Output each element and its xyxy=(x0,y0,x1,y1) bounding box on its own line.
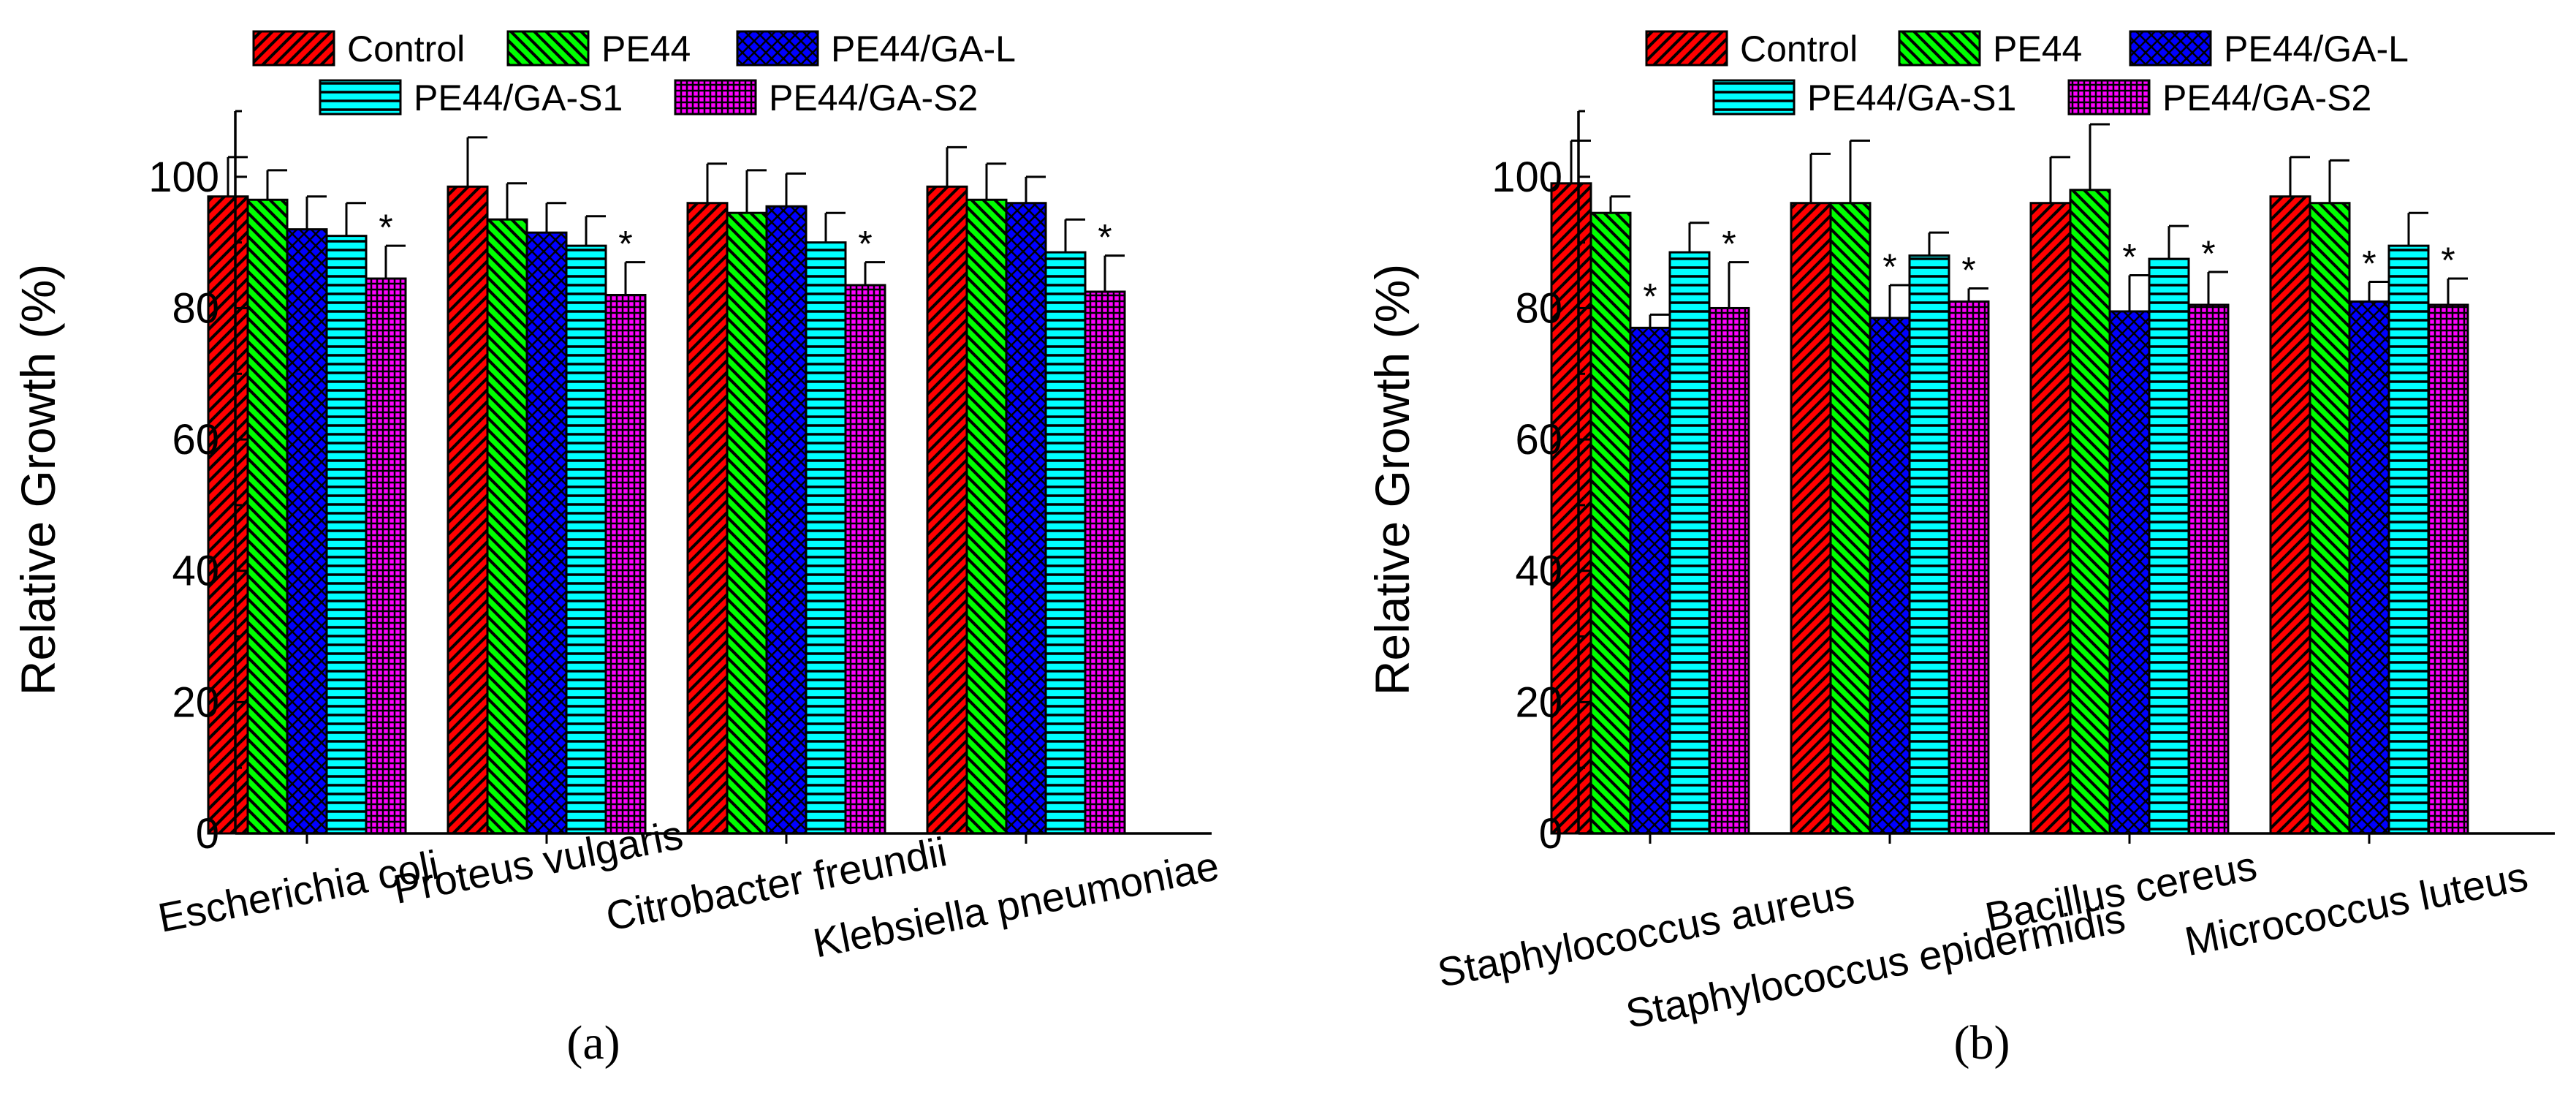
bar-staphylococcus-aureus-pe44-ga-l xyxy=(1629,326,1671,835)
bar-bacillus-cereus-control xyxy=(2029,202,2072,835)
bar-staphylococcus-aureus-control xyxy=(1550,182,1592,835)
legend-swatch-pe44-ga-s1 xyxy=(319,79,402,116)
bar-micrococcus-luteus-pe44 xyxy=(2309,202,2351,835)
legend: Control PE44 PE44/GA-L PE44/GA-S1 PE44/GA-S2 xyxy=(252,29,1016,118)
legend-swatch-pe44 xyxy=(1898,30,1981,67)
bar-klebsiella-pneumoniae-control xyxy=(926,185,968,835)
bar-escherichia-coli-control xyxy=(207,195,249,835)
bar-proteus-vulgaris-control xyxy=(447,185,489,835)
bar-staphylococcus-aureus-pe44-ga-s1 xyxy=(1668,251,1711,835)
panel-label: (a) xyxy=(566,1016,620,1070)
bar-bacillus-cereus-pe44-ga-s1 xyxy=(2148,257,2190,835)
bar-staphylococcus-aureus-pe44-ga-s2 xyxy=(1708,306,1750,835)
bar-proteus-vulgaris-pe44 xyxy=(486,218,528,835)
legend-label-pe44-ga-s2: PE44/GA-S2 xyxy=(769,77,978,118)
significance-marker: * xyxy=(2441,240,2455,281)
legend-label-pe44-ga-s2: PE44/GA-S2 xyxy=(2162,77,2371,118)
significance-marker: * xyxy=(1882,246,1896,287)
legend: Control PE44 PE44/GA-L PE44/GA-S1 PE44/GA-S2 xyxy=(1645,29,2409,118)
bar-escherichia-coli-pe44 xyxy=(246,198,289,835)
y-tick-label: 20 xyxy=(172,678,219,726)
y-tick-label: 60 xyxy=(1515,416,1562,464)
y-tick-label: 40 xyxy=(172,548,219,595)
significance-marker: * xyxy=(1722,224,1736,265)
bar-staphylococcus-epidermidis-pe44-ga-s2 xyxy=(1948,300,1990,835)
significance-marker: * xyxy=(1098,217,1112,258)
y-tick-label: 40 xyxy=(1515,548,1562,595)
bar-klebsiella-pneumoniae-pe44-ga-s1 xyxy=(1044,251,1087,835)
bar-micrococcus-luteus-pe44-ga-s1 xyxy=(2387,244,2430,835)
bar-staphylococcus-epidermidis-pe44-ga-l xyxy=(1869,317,1911,835)
bar-staphylococcus-epidermidis-pe44-ga-s1 xyxy=(1908,254,1950,835)
bar-bacillus-cereus-pe44-ga-l xyxy=(2108,310,2151,835)
significance-marker: * xyxy=(858,224,872,265)
y-tick-label: 20 xyxy=(1515,678,1562,726)
bar-micrococcus-luteus-control xyxy=(2269,195,2311,835)
y-axis-title: Relative Growth (%) xyxy=(11,264,65,696)
bar-staphylococcus-epidermidis-control xyxy=(1790,202,1832,835)
bar-bacillus-cereus-pe44 xyxy=(2069,189,2111,835)
bar-proteus-vulgaris-pe44-ga-l xyxy=(525,231,568,835)
bar-klebsiella-pneumoniae-pe44-ga-l xyxy=(1005,202,1047,835)
legend-swatch-control xyxy=(1645,30,1728,67)
bar-citrobacter-freundii-pe44-ga-l xyxy=(765,205,808,835)
y-tick-label: 100 xyxy=(148,154,219,201)
bar-citrobacter-freundii-control xyxy=(686,202,729,835)
significance-marker: * xyxy=(1643,276,1657,317)
bar-klebsiella-pneumoniae-pe44-ga-s2 xyxy=(1084,290,1126,835)
legend-swatch-pe44-ga-s2 xyxy=(2067,79,2151,116)
bar-citrobacter-freundii-pe44-ga-s1 xyxy=(805,241,847,835)
significance-marker: * xyxy=(618,224,632,265)
bar-citrobacter-freundii-pe44 xyxy=(726,211,768,835)
y-tick-label: 100 xyxy=(1492,154,1562,201)
bar-staphylococcus-aureus-pe44 xyxy=(1589,211,1632,835)
bar-citrobacter-freundii-pe44-ga-s2 xyxy=(844,284,886,835)
significance-marker: * xyxy=(1961,250,1975,291)
bar-proteus-vulgaris-pe44-ga-s2 xyxy=(604,293,647,835)
bar-escherichia-coli-pe44-ga-s2 xyxy=(365,277,407,835)
bar-micrococcus-luteus-pe44-ga-s2 xyxy=(2427,303,2469,835)
legend-swatch-control xyxy=(252,30,335,67)
y-tick-label: 60 xyxy=(172,416,219,464)
bar-klebsiella-pneumoniae-pe44 xyxy=(965,198,1008,835)
legend-swatch-pe44-ga-l xyxy=(736,30,819,67)
legend-label-pe44: PE44 xyxy=(1993,29,2082,69)
legend-swatch-pe44-ga-l xyxy=(2129,30,2212,67)
bar-staphylococcus-epidermidis-pe44 xyxy=(1829,202,1872,835)
bar-proteus-vulgaris-pe44-ga-s1 xyxy=(565,244,607,835)
significance-marker: * xyxy=(2362,243,2376,284)
legend-label-pe44-ga-s1: PE44/GA-S1 xyxy=(1807,77,2016,118)
significance-marker: * xyxy=(2122,237,2136,278)
legend-label-pe44: PE44 xyxy=(601,29,691,69)
legend-label-pe44-ga-s1: PE44/GA-S1 xyxy=(414,77,623,118)
legend-swatch-pe44-ga-s2 xyxy=(674,79,757,116)
legend-label-control: Control xyxy=(1740,29,1858,69)
significance-marker: * xyxy=(2201,233,2215,274)
bar-bacillus-cereus-pe44-ga-s2 xyxy=(2187,303,2230,835)
panel-label: (b) xyxy=(1954,1016,2010,1070)
y-tick-label: 80 xyxy=(172,284,219,332)
legend-swatch-pe44-ga-s1 xyxy=(1712,79,1796,116)
significance-marker: * xyxy=(379,207,392,248)
legend-label-pe44-ga-l: PE44/GA-L xyxy=(2224,29,2409,69)
y-tick-label: 80 xyxy=(1515,284,1562,332)
bar-escherichia-coli-pe44-ga-l xyxy=(286,228,328,835)
legend-swatch-pe44 xyxy=(506,30,590,67)
y-tick-label: 0 xyxy=(196,810,219,858)
legend-label-pe44-ga-l: PE44/GA-L xyxy=(831,29,1016,69)
y-axis-title: Relative Growth (%) xyxy=(1365,264,1419,696)
bar-escherichia-coli-pe44-ga-s1 xyxy=(325,235,368,835)
legend-label-control: Control xyxy=(347,29,465,69)
y-tick-label: 0 xyxy=(1539,810,1562,858)
bar-micrococcus-luteus-pe44-ga-l xyxy=(2348,300,2390,835)
